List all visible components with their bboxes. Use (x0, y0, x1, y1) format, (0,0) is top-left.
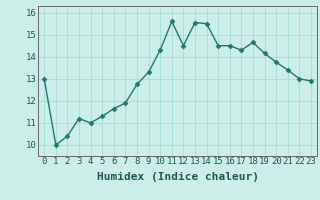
X-axis label: Humidex (Indice chaleur): Humidex (Indice chaleur) (97, 172, 259, 182)
